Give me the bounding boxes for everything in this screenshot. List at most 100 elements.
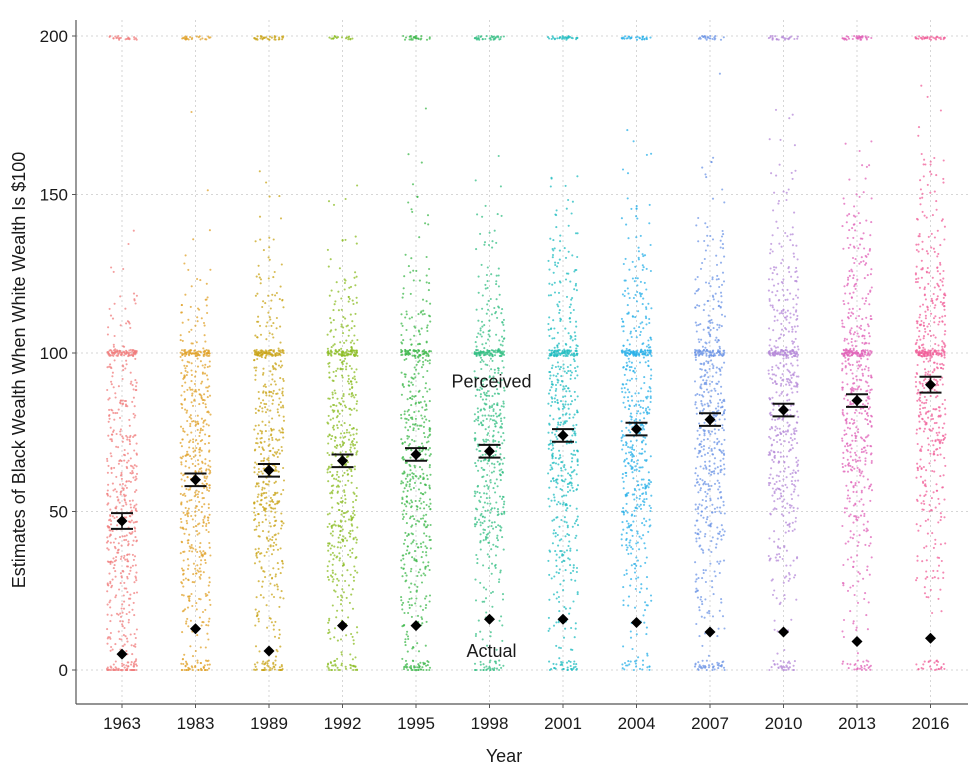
response-point bbox=[186, 351, 189, 354]
response-point bbox=[416, 642, 419, 645]
response-point bbox=[563, 387, 566, 390]
response-point bbox=[128, 514, 131, 518]
response-point bbox=[575, 352, 578, 355]
response-point bbox=[555, 663, 558, 666]
response-point bbox=[422, 663, 425, 666]
response-point bbox=[559, 383, 562, 387]
response-point bbox=[641, 253, 644, 256]
response-point bbox=[180, 501, 183, 504]
response-point bbox=[182, 573, 185, 576]
response-point bbox=[343, 494, 347, 497]
response-point bbox=[204, 403, 207, 406]
response-point bbox=[109, 514, 112, 518]
response-point bbox=[282, 597, 285, 600]
response-point bbox=[269, 370, 272, 373]
response-point bbox=[347, 300, 350, 303]
response-point bbox=[134, 521, 137, 524]
response-point bbox=[643, 542, 646, 545]
response-point bbox=[568, 317, 571, 320]
response-point bbox=[112, 430, 115, 433]
response-point bbox=[203, 366, 206, 369]
response-point bbox=[650, 599, 653, 602]
response-point bbox=[415, 542, 418, 545]
response-point bbox=[253, 471, 256, 474]
response-point bbox=[570, 36, 573, 39]
response-point bbox=[547, 559, 550, 562]
response-point bbox=[329, 661, 332, 664]
response-point bbox=[196, 320, 199, 323]
response-point bbox=[483, 324, 486, 327]
response-point bbox=[428, 498, 432, 501]
response-point bbox=[338, 559, 341, 562]
response-point bbox=[487, 414, 490, 417]
response-point bbox=[192, 238, 195, 241]
response-point bbox=[267, 294, 270, 297]
response-point bbox=[346, 473, 349, 476]
response-point bbox=[330, 544, 334, 547]
response-point bbox=[630, 395, 633, 398]
response-point bbox=[556, 344, 559, 347]
response-point bbox=[191, 392, 194, 395]
response-point bbox=[202, 425, 205, 428]
response-point bbox=[196, 442, 199, 445]
response-point bbox=[336, 470, 339, 473]
response-point bbox=[552, 319, 555, 322]
response-point bbox=[626, 339, 629, 342]
response-point bbox=[267, 277, 270, 280]
response-point bbox=[120, 638, 123, 641]
response-point bbox=[122, 267, 125, 271]
response-point bbox=[401, 353, 404, 356]
response-point bbox=[555, 375, 558, 378]
response-point bbox=[266, 321, 269, 324]
response-point bbox=[279, 360, 282, 363]
response-point bbox=[331, 530, 334, 533]
response-point bbox=[476, 490, 479, 493]
response-point bbox=[483, 347, 486, 350]
response-point bbox=[334, 436, 337, 439]
response-point bbox=[121, 487, 124, 490]
response-point bbox=[115, 612, 119, 615]
response-point bbox=[329, 330, 332, 333]
response-point bbox=[422, 514, 425, 517]
response-point bbox=[333, 545, 336, 548]
response-point bbox=[356, 526, 359, 529]
response-point bbox=[206, 354, 210, 358]
response-point bbox=[199, 646, 202, 649]
response-point bbox=[553, 247, 556, 250]
response-point bbox=[107, 502, 110, 505]
response-point bbox=[645, 345, 648, 348]
response-point bbox=[501, 497, 504, 501]
response-point bbox=[402, 567, 405, 570]
response-point bbox=[347, 295, 350, 298]
response-point bbox=[255, 348, 258, 351]
response-point bbox=[400, 559, 403, 562]
response-point bbox=[483, 402, 486, 405]
response-point bbox=[353, 334, 356, 337]
response-point bbox=[207, 584, 210, 587]
response-point bbox=[561, 35, 564, 38]
response-point bbox=[282, 406, 285, 409]
response-point bbox=[633, 448, 636, 451]
response-point bbox=[639, 330, 642, 333]
response-point bbox=[121, 664, 124, 668]
response-point bbox=[339, 341, 342, 344]
response-point bbox=[280, 445, 283, 449]
response-point bbox=[489, 357, 492, 360]
response-point bbox=[417, 348, 420, 352]
response-point bbox=[495, 241, 498, 244]
response-point bbox=[282, 479, 286, 482]
response-point bbox=[401, 457, 404, 460]
response-point bbox=[501, 353, 504, 356]
response-point bbox=[344, 537, 347, 540]
response-point bbox=[333, 445, 337, 448]
response-point bbox=[565, 343, 568, 346]
response-point bbox=[267, 444, 270, 447]
response-point bbox=[473, 490, 476, 493]
response-point bbox=[272, 276, 275, 279]
response-point bbox=[648, 408, 651, 411]
response-point bbox=[327, 442, 330, 445]
response-point bbox=[642, 534, 645, 537]
response-point bbox=[502, 402, 505, 405]
response-point bbox=[341, 360, 344, 364]
response-point bbox=[551, 455, 554, 458]
